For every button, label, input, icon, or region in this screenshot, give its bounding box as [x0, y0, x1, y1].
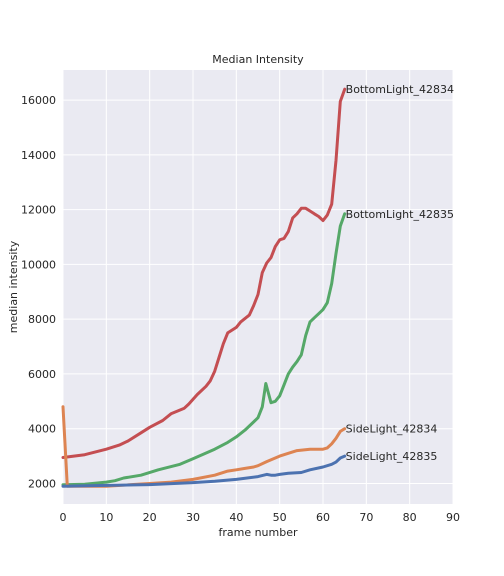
x-tick-label: 60 — [316, 511, 330, 524]
series-label-sidelight-42835: SideLight_42835 — [346, 450, 438, 463]
series-lines — [61, 87, 347, 488]
grid — [62, 70, 454, 504]
series-label-bottomlight-42834: BottomLight_42834 — [346, 83, 454, 96]
series-end-labels: BottomLight_42834 BottomLight_42835 SideLi… — [346, 83, 454, 463]
y-tick-label: 2000 — [28, 477, 56, 490]
y-tick-label: 14000 — [21, 149, 56, 162]
y-tick-label: 6000 — [28, 368, 56, 381]
x-tick-label: 0 — [60, 511, 67, 524]
series-line-bottomlight-42834 — [61, 87, 347, 459]
y-tick-label: 16000 — [21, 94, 56, 107]
x-tick-label: 40 — [229, 511, 243, 524]
series-line-sidelight-42835 — [61, 454, 347, 488]
y-axis-title: median intensity — [7, 240, 20, 333]
y-tick-label: 10000 — [21, 258, 56, 271]
series-label-sidelight-42834: SideLight_42834 — [346, 423, 438, 436]
x-tick-label: 30 — [186, 511, 200, 524]
x-tick-label: 10 — [99, 511, 113, 524]
x-tick-label: 50 — [273, 511, 287, 524]
x-tick-label: 20 — [143, 511, 157, 524]
y-tick-label: 8000 — [28, 313, 56, 326]
y-tick-labels: 2000 4000 6000 8000 10000 12000 14000 16000 — [21, 94, 56, 490]
x-tick-label: 90 — [446, 511, 460, 524]
y-tick-label: 12000 — [21, 204, 56, 217]
x-tick-label: 70 — [359, 511, 373, 524]
x-tick-label: 80 — [403, 511, 417, 524]
chart-title: Median Intensity — [212, 53, 304, 66]
series-label-bottomlight-42835: BottomLight_42835 — [346, 208, 454, 221]
x-axis-title: frame number — [218, 526, 298, 539]
y-tick-label: 4000 — [28, 423, 56, 436]
x-tick-labels: 0 10 20 30 40 50 60 70 80 90 — [60, 511, 461, 524]
series-line-bottomlight-42835 — [61, 212, 347, 487]
